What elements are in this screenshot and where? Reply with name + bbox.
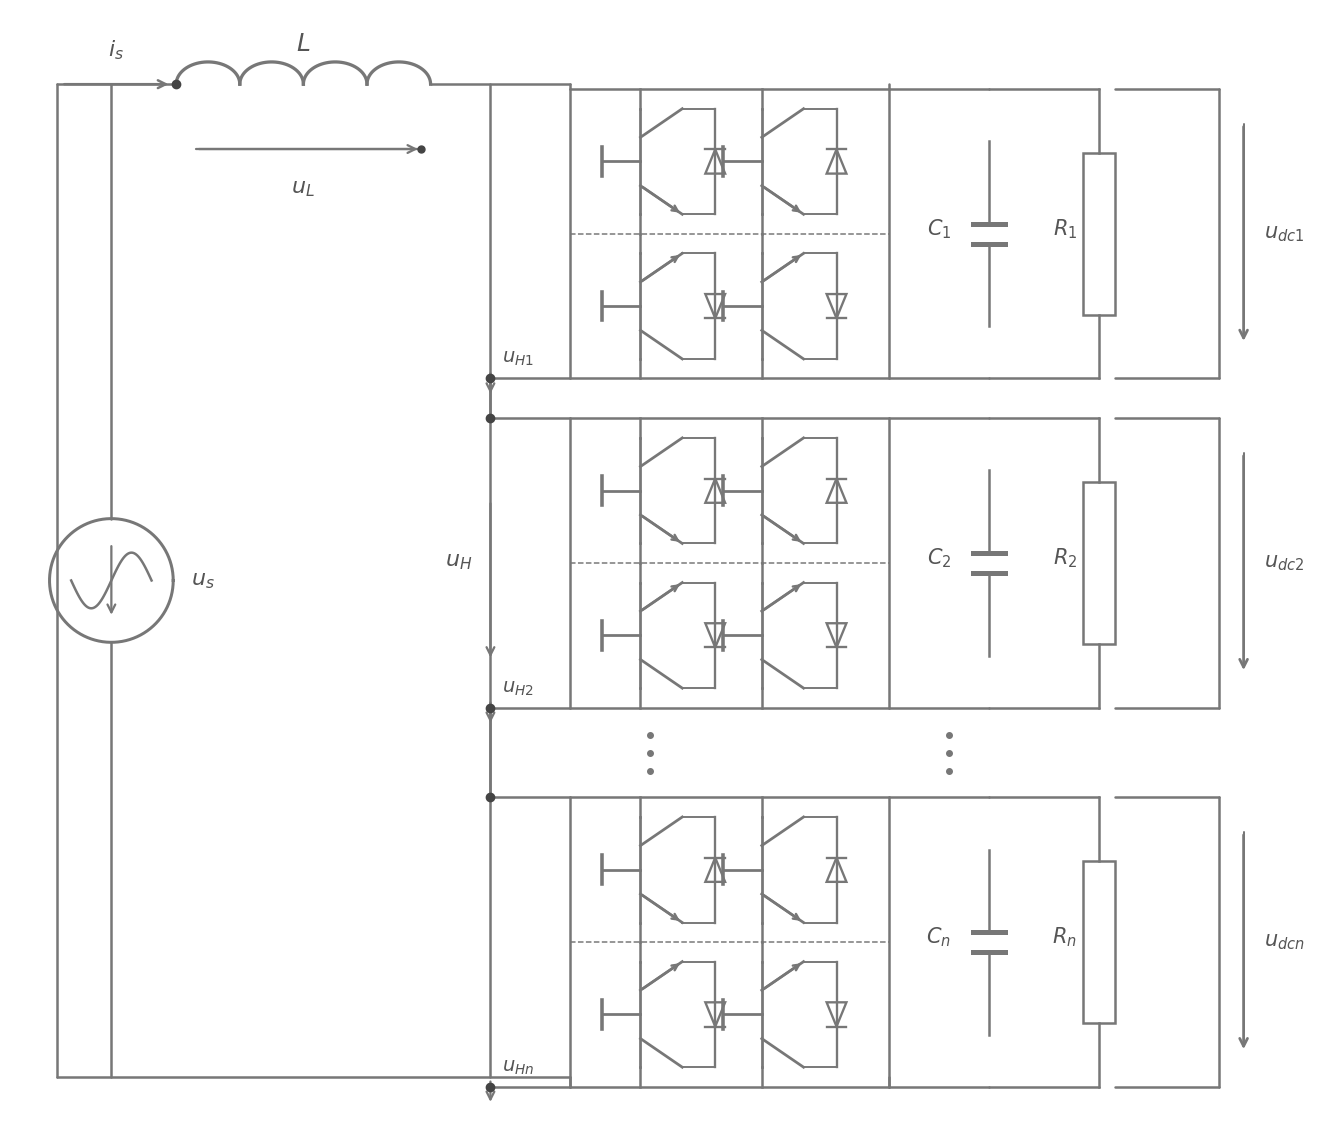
Text: $u_L$: $u_L$ bbox=[291, 178, 315, 199]
Text: $C_2$: $C_2$ bbox=[927, 546, 951, 570]
Text: $R_n$: $R_n$ bbox=[1052, 925, 1077, 949]
Text: $R_2$: $R_2$ bbox=[1053, 546, 1077, 570]
Text: $u_{dc1}$: $u_{dc1}$ bbox=[1264, 224, 1304, 244]
Text: $u_{H1}$: $u_{H1}$ bbox=[502, 351, 535, 369]
Text: $i_s$: $i_s$ bbox=[109, 39, 125, 63]
Text: $R_1$: $R_1$ bbox=[1053, 217, 1077, 240]
Text: $u_{dcn}$: $u_{dcn}$ bbox=[1264, 932, 1304, 951]
Text: $C_1$: $C_1$ bbox=[927, 217, 951, 240]
Text: $u_s$: $u_s$ bbox=[192, 569, 214, 592]
Bar bbox=[1083, 861, 1115, 1023]
Bar bbox=[1083, 152, 1115, 315]
Text: $u_{H2}$: $u_{H2}$ bbox=[502, 679, 535, 698]
Text: $u_{dc2}$: $u_{dc2}$ bbox=[1264, 553, 1304, 572]
Text: $u_H$: $u_H$ bbox=[445, 550, 473, 571]
Bar bbox=[1083, 483, 1115, 644]
Text: $L$: $L$ bbox=[296, 33, 310, 56]
Text: $C_n$: $C_n$ bbox=[926, 925, 951, 949]
Text: $u_{Hn}$: $u_{Hn}$ bbox=[502, 1058, 535, 1077]
